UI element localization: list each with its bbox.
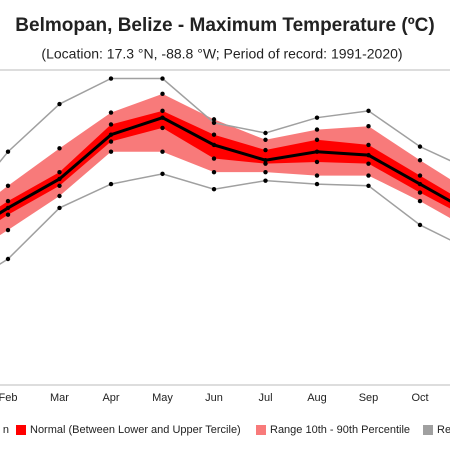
data-point bbox=[263, 178, 268, 183]
data-point bbox=[314, 173, 320, 178]
legend-swatch bbox=[256, 425, 266, 435]
x-tick-label: Jul bbox=[258, 392, 272, 404]
data-point bbox=[108, 110, 114, 115]
legend-label: Re bbox=[437, 424, 450, 436]
data-point bbox=[5, 212, 11, 217]
data-point bbox=[5, 198, 11, 204]
data-point bbox=[314, 127, 320, 132]
data-point bbox=[314, 149, 320, 154]
chart-subtitle: (Location: 17.3 °N, -88.8 °W; Period of … bbox=[41, 46, 402, 62]
data-point bbox=[108, 149, 114, 154]
data-point bbox=[314, 159, 320, 165]
data-point bbox=[211, 120, 217, 125]
data-point bbox=[417, 190, 423, 195]
legend-label: Normal (Between Lower and Upper Tercile) bbox=[30, 424, 241, 436]
data-point bbox=[5, 205, 11, 211]
data-point bbox=[57, 183, 62, 188]
data-point bbox=[160, 149, 165, 154]
legend-label: Range 10th - 90th Percentile bbox=[270, 424, 410, 436]
data-point bbox=[160, 115, 165, 120]
data-point bbox=[211, 156, 217, 161]
data-point bbox=[5, 256, 11, 262]
data-point bbox=[366, 152, 371, 158]
data-point bbox=[314, 181, 320, 187]
data-point bbox=[263, 169, 268, 175]
data-point bbox=[366, 173, 371, 178]
x-tick-label: Aug bbox=[307, 392, 327, 404]
data-point bbox=[366, 161, 371, 166]
data-point bbox=[211, 169, 217, 175]
record-line bbox=[0, 173, 450, 265]
data-point bbox=[5, 149, 11, 154]
x-tick-label: Jun bbox=[205, 392, 223, 404]
data-point bbox=[57, 176, 62, 182]
data-point bbox=[314, 115, 320, 120]
data-point bbox=[160, 108, 165, 114]
legend-swatch bbox=[16, 425, 26, 435]
x-tick-label: Apr bbox=[102, 392, 119, 404]
data-point bbox=[211, 117, 217, 122]
data-point bbox=[211, 186, 217, 192]
data-point bbox=[417, 222, 423, 228]
data-point bbox=[263, 130, 268, 136]
data-point bbox=[211, 132, 217, 137]
data-point bbox=[160, 171, 165, 177]
x-tick-label: Feb bbox=[0, 392, 17, 404]
data-point bbox=[366, 142, 371, 148]
x-tick-label: Mar bbox=[50, 392, 69, 404]
legend-label: n bbox=[3, 424, 9, 436]
data-point bbox=[108, 76, 114, 81]
data-point bbox=[211, 142, 217, 148]
x-tick-label: Sep bbox=[359, 392, 379, 404]
data-point bbox=[57, 169, 62, 175]
data-point bbox=[417, 181, 423, 187]
data-point bbox=[263, 161, 268, 166]
data-point bbox=[160, 91, 165, 97]
legend-swatch bbox=[423, 425, 433, 435]
data-point bbox=[263, 137, 268, 143]
chart-title: Belmopan, Belize - Maximum Temperature (… bbox=[15, 15, 434, 36]
data-point bbox=[263, 158, 268, 163]
data-point bbox=[366, 108, 371, 114]
data-point bbox=[160, 76, 165, 81]
data-point bbox=[108, 122, 114, 127]
data-point bbox=[5, 183, 11, 188]
data-point bbox=[57, 146, 62, 151]
data-point bbox=[57, 205, 62, 211]
data-point bbox=[108, 139, 114, 144]
band-area bbox=[0, 110, 450, 221]
x-tick-label: Oct bbox=[411, 392, 428, 404]
data-point bbox=[366, 123, 371, 129]
data-point bbox=[263, 147, 268, 153]
data-point bbox=[57, 101, 62, 107]
data-point bbox=[417, 144, 423, 149]
data-point bbox=[366, 183, 371, 188]
data-point bbox=[5, 227, 11, 233]
data-point bbox=[108, 181, 114, 187]
data-point bbox=[160, 125, 165, 131]
data-point bbox=[417, 198, 423, 204]
data-point bbox=[417, 158, 423, 163]
data-point bbox=[314, 137, 320, 143]
data-point bbox=[417, 173, 423, 178]
data-point bbox=[108, 132, 114, 137]
x-tick-label: May bbox=[152, 392, 173, 404]
data-point bbox=[57, 193, 62, 199]
